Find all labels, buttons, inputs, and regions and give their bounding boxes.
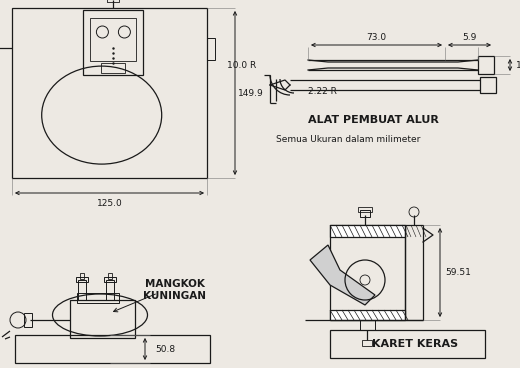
Text: 10.0: 10.0	[516, 60, 520, 70]
Bar	[207, 38, 215, 60]
Bar	[360, 320, 375, 330]
Bar	[478, 56, 494, 74]
Bar	[24, 313, 32, 327]
Bar	[358, 207, 372, 212]
Text: Semua Ukuran dalam milimeter: Semua Ukuran dalam milimeter	[276, 135, 420, 145]
Bar	[405, 225, 423, 320]
Bar	[80, 273, 84, 279]
Text: 73.0: 73.0	[367, 33, 386, 42]
Bar	[101, 63, 125, 73]
Bar	[12, 8, 207, 178]
Text: 149.9: 149.9	[238, 88, 264, 98]
Bar	[78, 280, 86, 300]
Text: 10.0 R: 10.0 R	[227, 60, 256, 70]
Text: MANGKOK
KUNINGAN: MANGKOK KUNINGAN	[144, 279, 206, 301]
Bar	[330, 330, 485, 358]
Polygon shape	[310, 245, 375, 305]
Bar	[362, 340, 372, 346]
Bar	[15, 335, 210, 363]
Bar	[108, 273, 112, 279]
Bar	[90, 18, 136, 61]
Text: KARET KERAS: KARET KERAS	[372, 339, 458, 349]
Text: 50.8: 50.8	[155, 344, 175, 354]
Bar	[70, 300, 135, 338]
Bar	[480, 77, 496, 93]
Bar	[104, 277, 116, 282]
Text: ALAT PEMBUAT ALUR: ALAT PEMBUAT ALUR	[307, 115, 438, 125]
Text: 5.9: 5.9	[462, 33, 477, 42]
Bar	[76, 277, 88, 282]
Bar	[108, 0, 120, 2]
Bar	[77, 293, 119, 303]
Text: 125.0: 125.0	[97, 198, 122, 208]
Bar	[83, 10, 144, 75]
Bar	[330, 310, 405, 320]
Text: 2.22 R: 2.22 R	[308, 86, 337, 96]
Bar	[330, 225, 405, 320]
Text: 59.51: 59.51	[445, 268, 471, 277]
Bar	[106, 280, 114, 300]
Bar	[330, 225, 405, 237]
Bar	[360, 210, 370, 217]
